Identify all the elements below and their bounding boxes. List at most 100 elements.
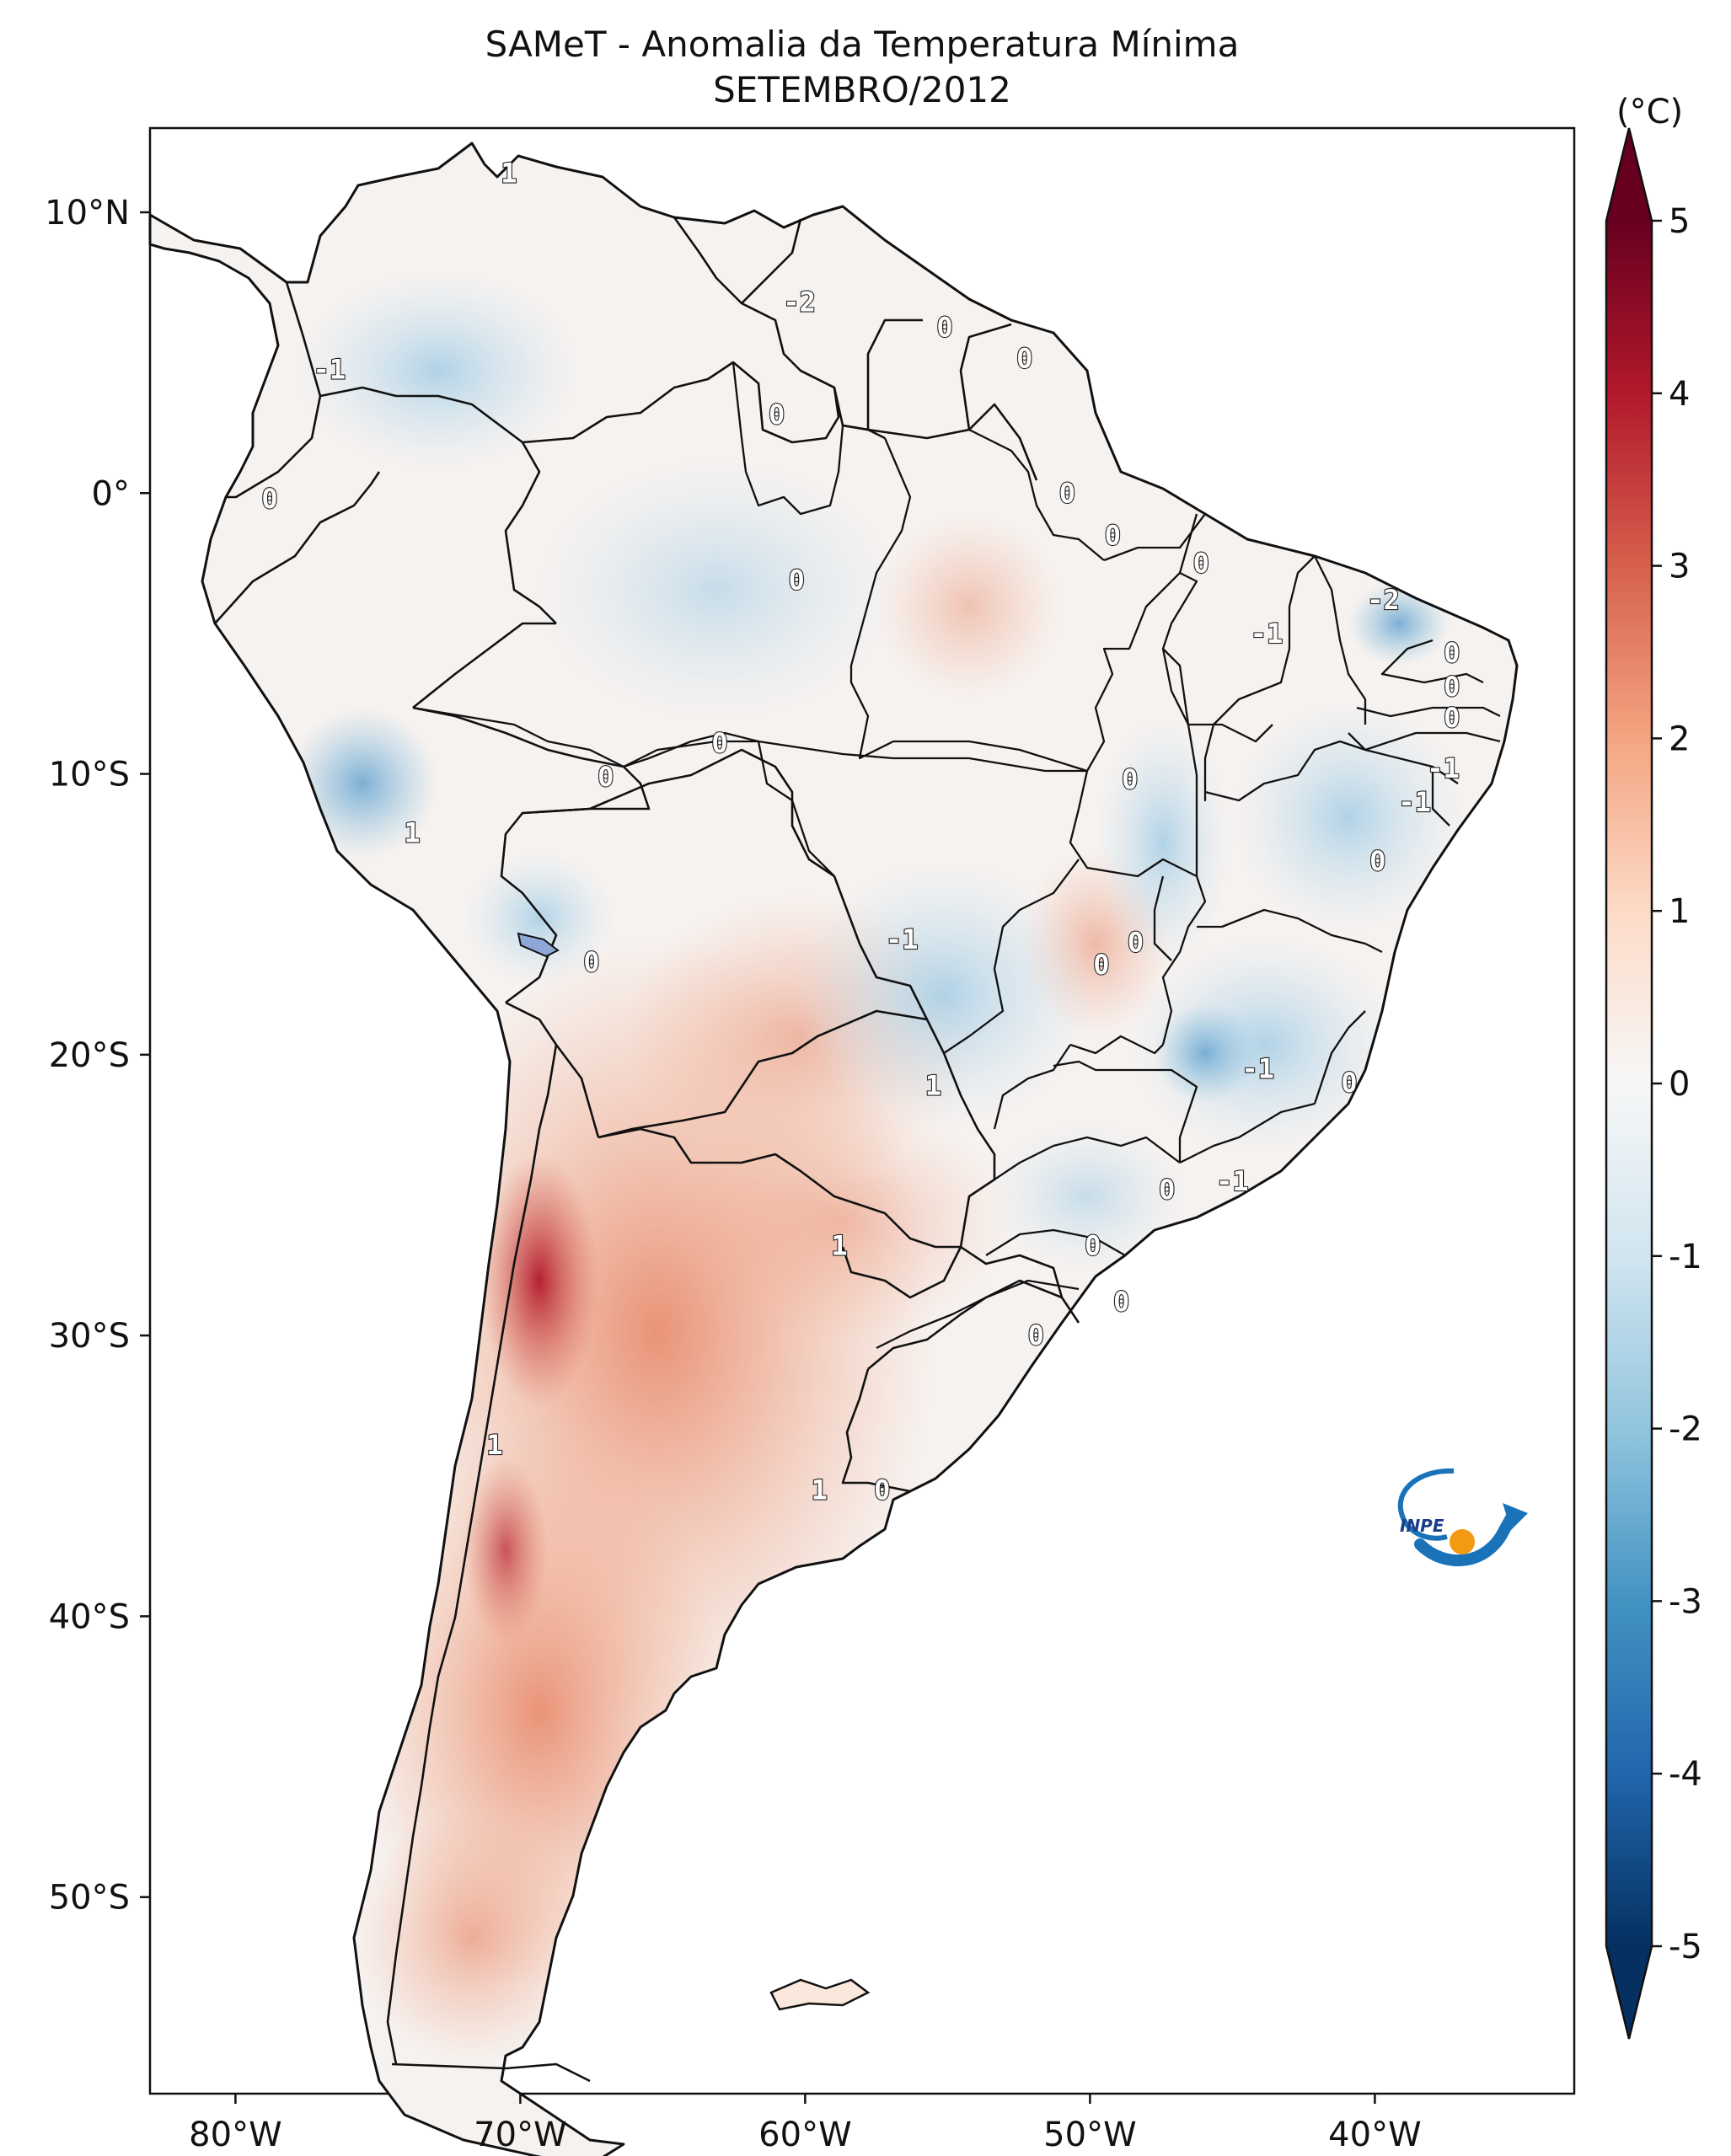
border-argentina-brazil xyxy=(960,1245,1080,1324)
state-border-rondonia xyxy=(757,741,835,877)
colorbar-tick-label: 5 xyxy=(1669,202,1690,241)
state-border-mato-grosso-do-sul xyxy=(993,1044,1071,1130)
state-border-sao-paulo-minas xyxy=(1053,1060,1198,1163)
colorbar-tick-label: -4 xyxy=(1669,1755,1702,1794)
axis-ticks: 80°W 70°W 60°W 50°W 40°W 10°N 0° 10°S 20°S 30°S 40… xyxy=(45,194,1421,2154)
inpe-logo-wordmark: INPE xyxy=(1400,1516,1444,1536)
x-tick-label: 70°W xyxy=(474,2116,566,2154)
colorbar-tick-label: -3 xyxy=(1669,1582,1702,1621)
state-border-roraima xyxy=(732,361,844,516)
border-colombia-panama-ecuador xyxy=(226,281,322,499)
border-suriname-guiana xyxy=(959,323,1012,431)
state-border-sergipe xyxy=(1431,767,1450,827)
x-tick-label: 50°W xyxy=(1043,2116,1136,2154)
inpe-logo-swoosh-top xyxy=(1397,1468,1455,1541)
y-tick-label: 40°S xyxy=(49,1597,130,1636)
state-border-piaui-maranhao xyxy=(1162,648,1273,743)
colorbar-gradient-bar xyxy=(1606,221,1652,1946)
contour-label: -1 xyxy=(886,923,919,955)
state-borders xyxy=(412,361,1501,1350)
contour-label: -1 xyxy=(314,354,346,386)
x-tick-label: 40°W xyxy=(1328,2116,1421,2154)
inpe-logo: INPE xyxy=(1397,1468,1528,1567)
colorbar-ticks: 5 4 3 2 1 0 -1 -2 -3 -4 -5 xyxy=(1652,202,1702,1966)
y-tick-label: 0° xyxy=(92,474,130,513)
contour-label: 0 xyxy=(1028,1319,1044,1351)
state-border-mato-grosso-north xyxy=(758,740,1087,773)
contour-label: 0 xyxy=(1369,845,1385,877)
coastline xyxy=(148,142,1519,2156)
state-border-tocantins-mato-grosso xyxy=(1069,770,1198,878)
border-paraguay-brazil xyxy=(925,1019,996,1248)
contour-label: -2 xyxy=(783,286,816,318)
contour-label: 0 xyxy=(598,761,614,793)
border-venezuela-guyana xyxy=(741,218,802,304)
colorbar-tick-label: 3 xyxy=(1669,548,1690,586)
state-border-acre-amazonas xyxy=(412,706,759,768)
contour-label: 1 xyxy=(486,1429,502,1461)
inpe-logo-swoosh-bottom xyxy=(1414,1509,1519,1567)
state-border-amazonas-rondonia xyxy=(623,740,758,768)
contour-label: 0 xyxy=(936,312,952,344)
contour-label: -1 xyxy=(1398,786,1431,818)
y-tick-label: 10°N xyxy=(45,194,130,233)
y-tick-label: 20°S xyxy=(49,1036,130,1075)
state-border-piaui-ceara xyxy=(1203,555,1316,802)
y-tick-label: 10°S xyxy=(49,756,130,794)
contour-label: 0 xyxy=(1085,1230,1101,1262)
border-uruguay-brazil xyxy=(867,1279,1063,1370)
state-border-rio-de-janeiro xyxy=(1179,1102,1316,1164)
border-chile-argentina xyxy=(386,1044,558,2065)
colorbar: 5 4 3 2 1 0 -1 -2 -3 -4 -5 (°C) xyxy=(1605,93,1702,2040)
state-border-para-amazonas xyxy=(849,437,1088,773)
chart-subtitle: SETEMBRO/2012 xyxy=(713,69,1011,110)
x-tick-label: 60°W xyxy=(758,2116,851,2154)
anomaly-field xyxy=(287,270,1466,2064)
border-guyana-suriname xyxy=(842,318,923,431)
contour-label: 0 xyxy=(1159,1174,1175,1206)
contour-label: 0 xyxy=(261,483,277,515)
border-bolivia-paraguay xyxy=(598,1009,928,1139)
state-border-paraiba xyxy=(1356,706,1501,718)
contour-label: 1 xyxy=(831,1230,847,1262)
colorbar-tick-label: 1 xyxy=(1669,892,1690,931)
colorbar-tick-label: 2 xyxy=(1669,720,1690,758)
lake-titicaca xyxy=(517,932,560,958)
contour-label: 1 xyxy=(925,1070,941,1102)
contour-label: 1 xyxy=(501,157,517,189)
state-border-maranhao-tocantins xyxy=(1161,571,1198,876)
contour-label: 0 xyxy=(874,1474,890,1506)
contour-label: 0 xyxy=(1444,637,1460,669)
colorbar-tick-label: -2 xyxy=(1669,1410,1702,1449)
state-border-espirito-santo xyxy=(1313,1010,1366,1105)
border-venezuela xyxy=(522,217,840,444)
colorbar-tick-label: -1 xyxy=(1669,1238,1702,1276)
border-ecuador-peru xyxy=(214,471,381,624)
chart-title: SAMeT - Anomalia da Temperatura Mínima xyxy=(485,24,1240,65)
contour-label: 0 xyxy=(1128,927,1144,959)
contour-label: 0 xyxy=(1105,519,1121,551)
border-peru-brazil-acre xyxy=(412,706,624,768)
contour-label: 1 xyxy=(404,817,420,849)
contour-label: 0 xyxy=(1341,1067,1357,1099)
state-border-goias-mato-grosso xyxy=(943,859,1080,1054)
border-paraguay-argentina-south xyxy=(841,1246,962,1299)
contour-label: 0 xyxy=(1093,949,1109,981)
state-border-santa-catarina-rio-grande xyxy=(876,1279,1080,1350)
state-border-parana-sao-paulo xyxy=(994,1136,1181,1180)
y-tick-label: 50°S xyxy=(49,1879,130,1918)
state-border-parana-santa-catarina xyxy=(985,1228,1126,1256)
contour-label: -1 xyxy=(1242,1053,1275,1085)
border-tierra-del-fuego xyxy=(391,2062,591,2083)
state-border-bahia-minas xyxy=(1197,908,1383,954)
contour-label: 1 xyxy=(812,1474,828,1506)
border-uruguay-argentina xyxy=(841,1368,911,1493)
contour-label: 0 xyxy=(789,564,805,597)
contour-label: -2 xyxy=(1367,584,1400,616)
contour-label: 0 xyxy=(769,399,785,431)
state-border-bahia-pernambuco xyxy=(1204,740,1459,802)
state-border-maranhao-para xyxy=(1086,513,1198,772)
colorbar-tick-label: 4 xyxy=(1669,375,1690,414)
